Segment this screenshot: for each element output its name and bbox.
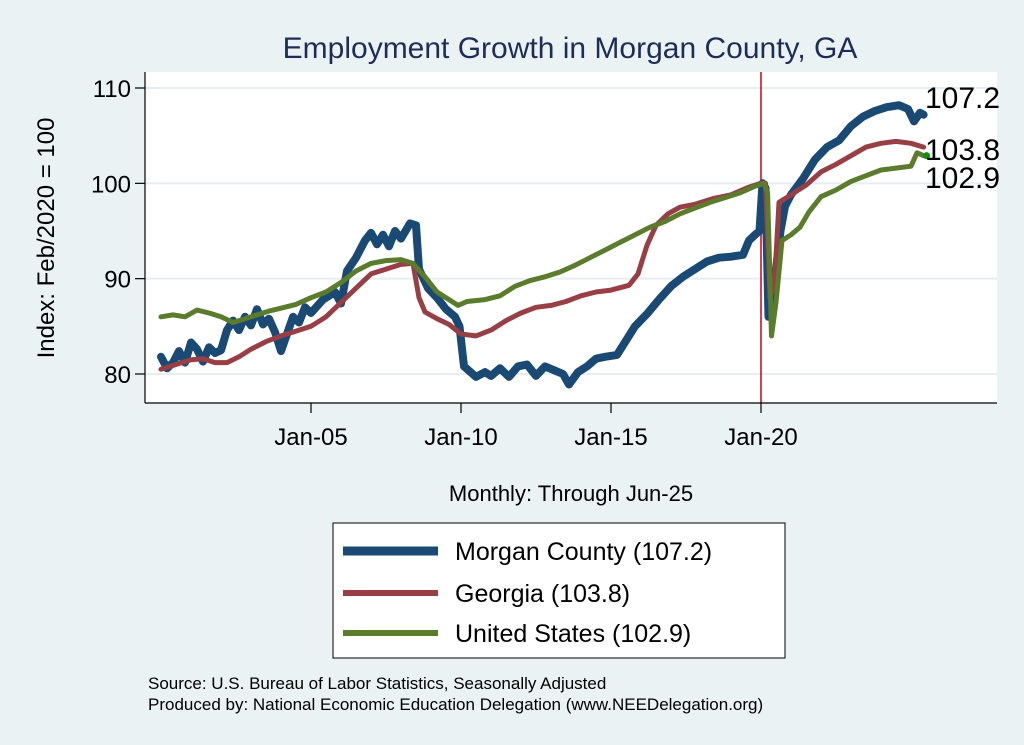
y-tick-label: 90 xyxy=(104,267,131,294)
y-tick-label: 100 xyxy=(91,171,131,198)
end-label-united-states: 102.9 xyxy=(925,162,1000,195)
end-label-georgia: 103.8 xyxy=(925,134,1000,167)
series-group xyxy=(157,101,931,389)
chart-title: Employment Growth in Morgan County, GA xyxy=(283,32,858,65)
x-tick-label: Jan-20 xyxy=(724,424,797,451)
us-endpoint-marker xyxy=(923,152,931,160)
source-note: Source: U.S. Bureau of Labor Statistics,… xyxy=(148,674,606,693)
gridlines xyxy=(145,87,997,375)
x-ticks: Jan-05 Jan-10 Jan-15 Jan-20 xyxy=(274,403,798,451)
x-tick-label: Jan-15 xyxy=(574,424,647,451)
legend-label-united-states: United States (102.9) xyxy=(455,620,691,648)
plot-area xyxy=(145,72,997,403)
y-ticks: 80 90 100 110 xyxy=(91,76,145,389)
x-tick-label: Jan-05 xyxy=(274,424,347,451)
y-axis-title: Index: Feb/2020 = 100 xyxy=(33,118,60,359)
y-tick-label: 80 xyxy=(104,362,131,389)
producer-note: Produced by: National Economic Education… xyxy=(148,695,763,714)
legend-label-georgia: Georgia (103.8) xyxy=(455,580,630,608)
legend: Morgan County (107.2) Georgia (103.8) Unit… xyxy=(332,522,786,659)
legend-label-morgan-county: Morgan County (107.2) xyxy=(455,538,712,566)
x-tick-label: Jan-10 xyxy=(424,424,497,451)
end-label-morgan-county: 107.2 xyxy=(925,82,1000,115)
x-axis-title: Monthly: Through Jun-25 xyxy=(449,481,693,506)
series-line-georgia xyxy=(158,138,927,372)
series-line-united-states xyxy=(158,150,927,339)
y-tick-label: 110 xyxy=(93,76,131,103)
